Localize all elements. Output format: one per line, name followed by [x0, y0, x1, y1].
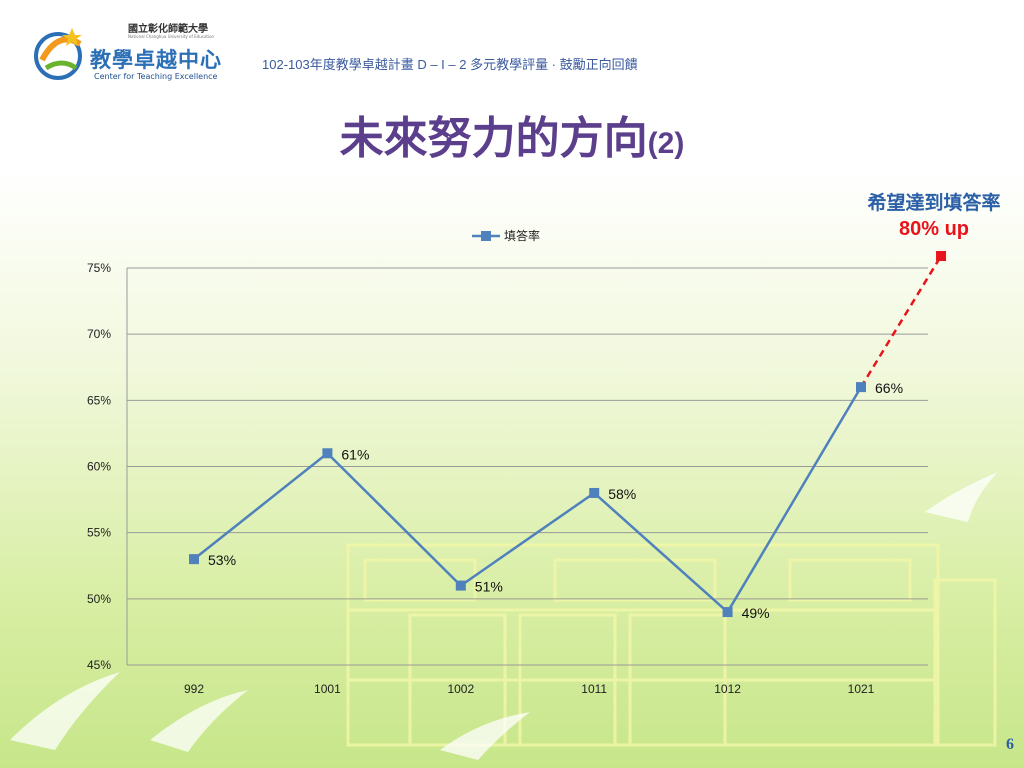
data-point	[589, 487, 600, 498]
data-point	[722, 607, 733, 618]
series-line	[193, 386, 863, 615]
data-point	[322, 448, 333, 459]
target-marker	[936, 251, 947, 261]
center-name-cn: 教學卓越中心	[90, 48, 222, 72]
target-note-text: 希望達到填答率	[867, 192, 1001, 214]
x-tick-label: 1021	[848, 682, 875, 696]
y-tick-label: 45%	[87, 658, 111, 672]
slide-title-sub: (2)	[647, 127, 685, 160]
data-label: 53%	[208, 552, 236, 568]
data-point	[189, 554, 199, 565]
target-projection-line	[859, 255, 943, 388]
data-point	[455, 580, 466, 591]
x-tick-label: 992	[184, 682, 204, 696]
page-number: 6	[1006, 736, 1014, 753]
y-tick-label: 50%	[87, 592, 111, 606]
y-tick-label: 65%	[87, 393, 111, 407]
x-tick-label: 1002	[447, 682, 474, 696]
x-tick-label: 1012	[714, 682, 741, 696]
university-name-cn: 國立彰化師範大學	[128, 24, 208, 35]
slide-title: 未來努力的方向(2)	[0, 102, 1024, 166]
target-note-value: 80% up	[898, 218, 970, 240]
logo-emblem-icon	[34, 28, 82, 80]
x-tick-label: 1001	[314, 682, 341, 696]
data-label: 49%	[742, 605, 770, 621]
y-tick-label: 75%	[87, 261, 111, 275]
center-name-en: Center for Teaching Excellence	[94, 72, 218, 81]
data-label: 66%	[875, 380, 903, 396]
y-tick-label: 55%	[87, 526, 111, 540]
project-subtitle: 102-103年度教學卓越計畫 D – I – 2 多元教學評量 · 鼓勵正向回…	[262, 57, 638, 72]
y-tick-label: 60%	[87, 460, 111, 474]
x-tick-label: 1011	[581, 682, 607, 696]
legend-marker	[481, 231, 491, 241]
data-point	[856, 382, 866, 393]
data-label: 61%	[341, 446, 369, 462]
university-name-en: National Changhua University of Educatio…	[128, 34, 215, 39]
legend-label: 填答率	[504, 228, 540, 243]
center-logo: 國立彰化師範大學 National Changhua University of…	[28, 14, 228, 86]
data-label: 51%	[475, 579, 503, 595]
slide-title-main: 未來努力的方向	[339, 113, 648, 164]
data-label: 58%	[608, 486, 636, 502]
y-tick-label: 70%	[87, 327, 111, 341]
